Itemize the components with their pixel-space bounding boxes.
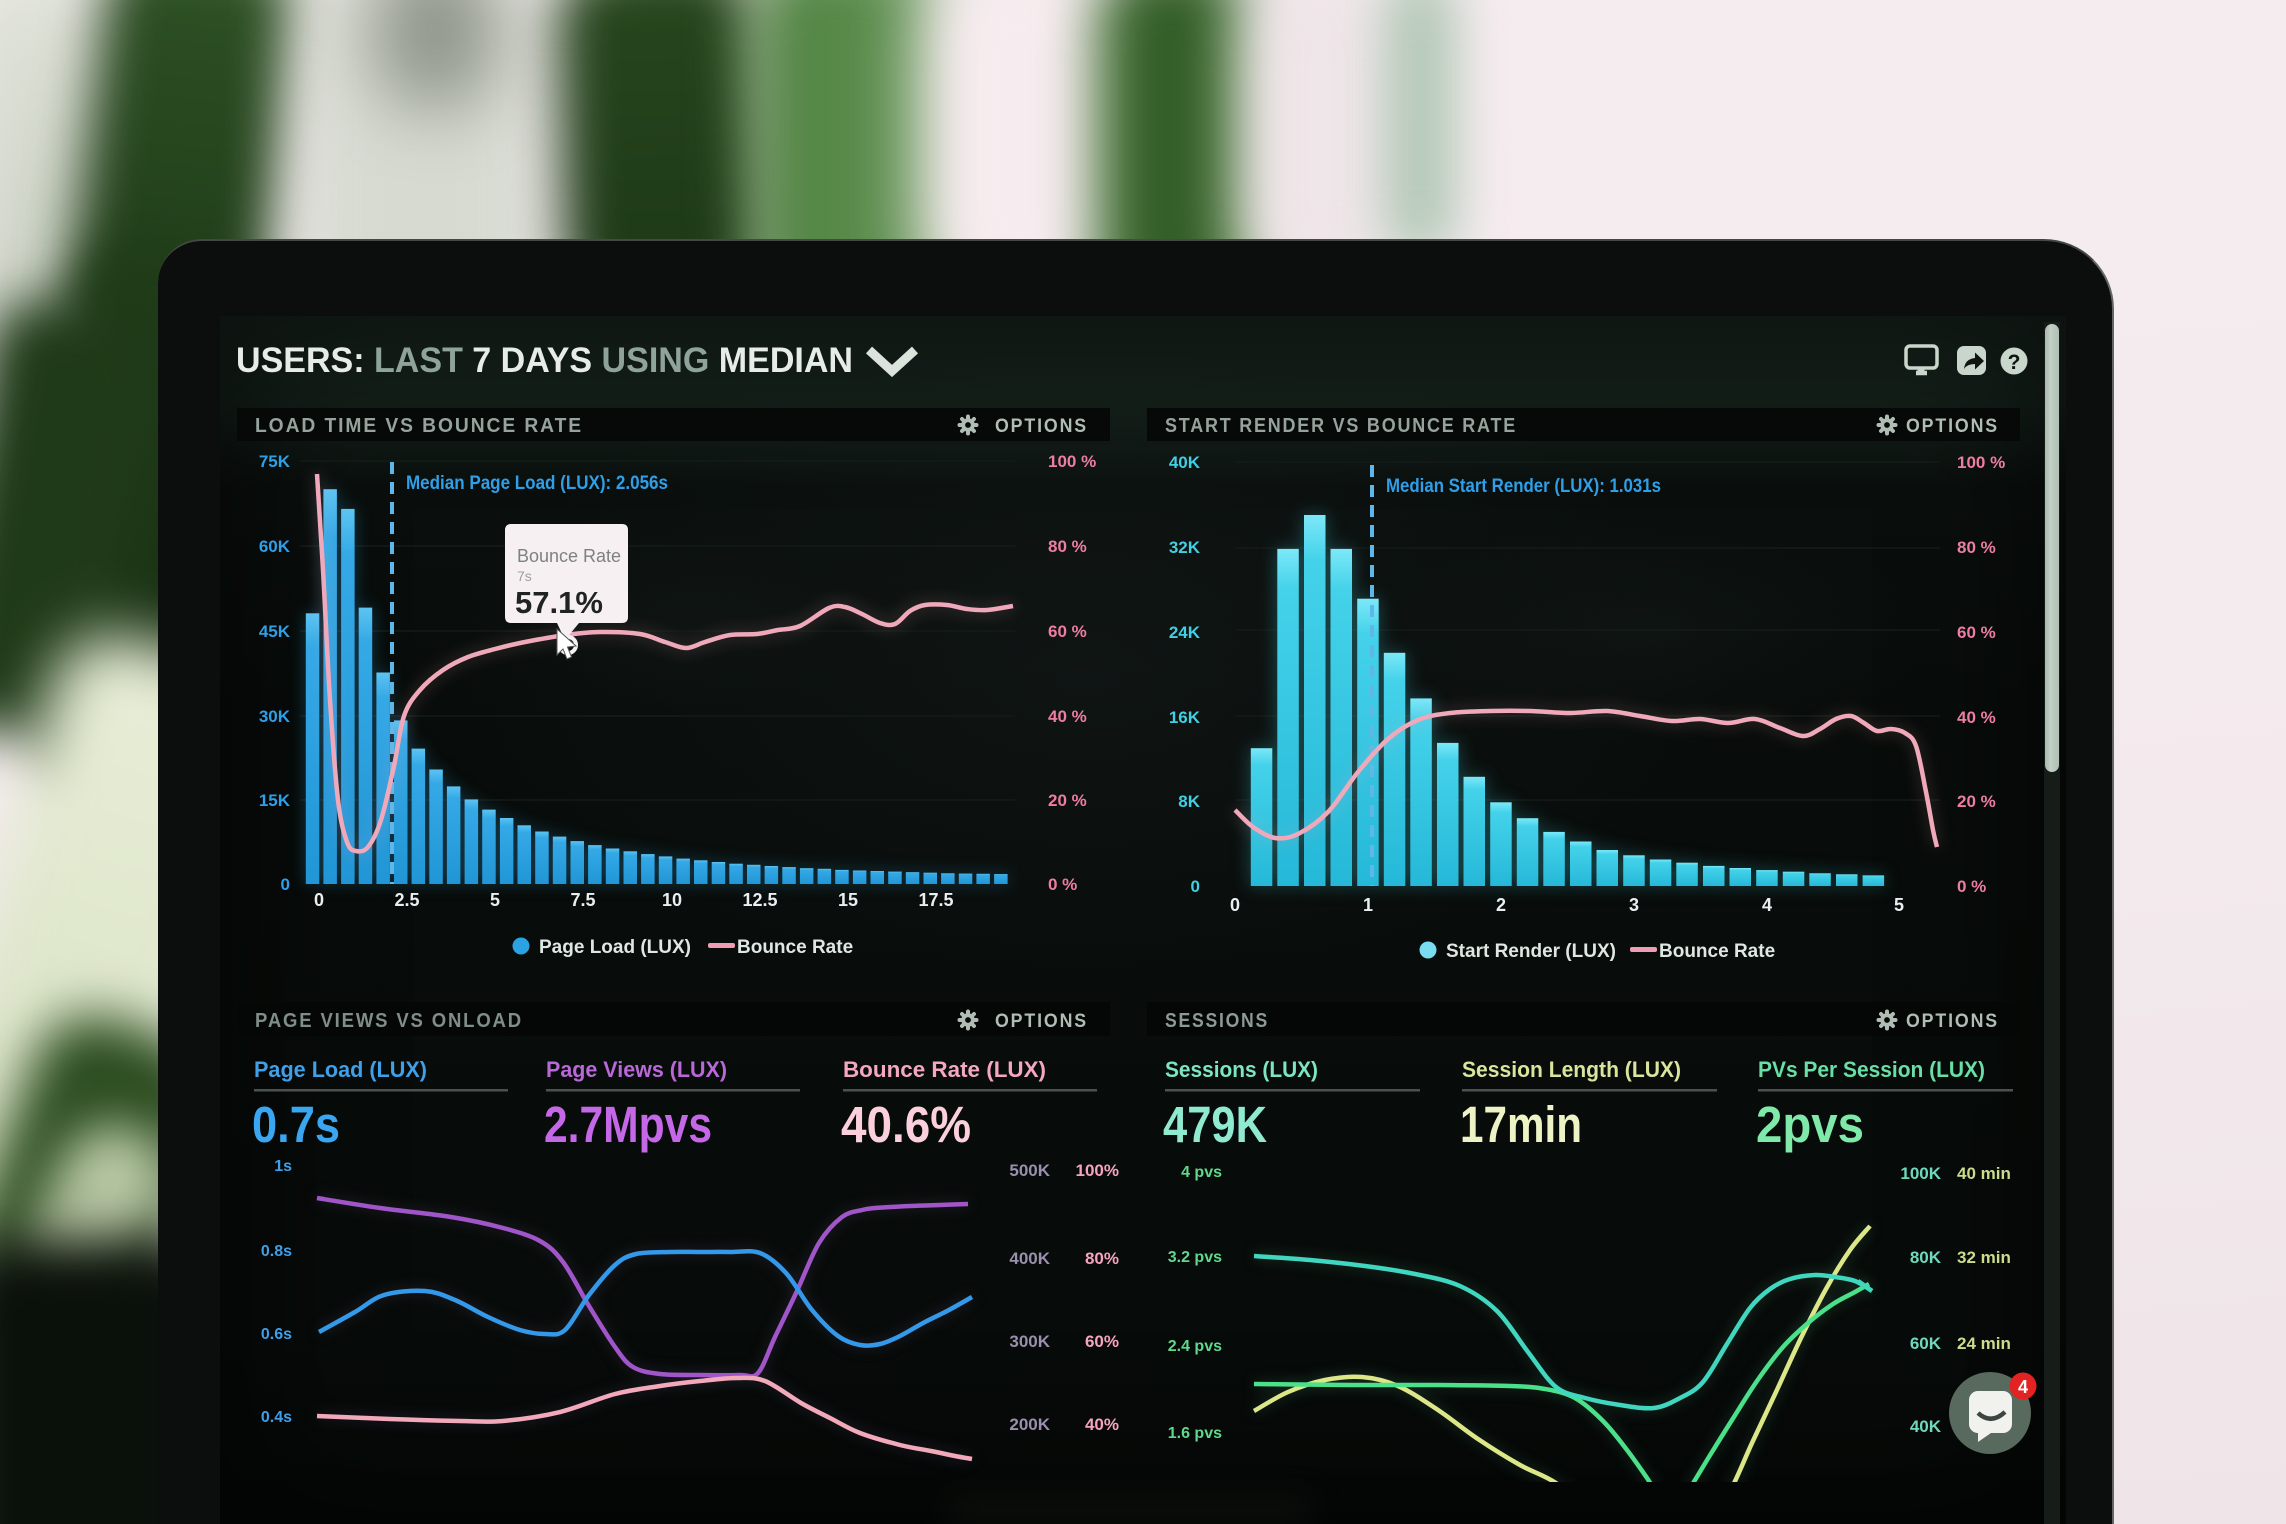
svg-text:Sessions (LUX): Sessions (LUX) [1165,1057,1318,1082]
svg-text:0: 0 [1230,895,1240,915]
svg-text:60%: 60% [1085,1332,1119,1351]
svg-text:100 %: 100 % [1048,452,1096,471]
svg-text:0.6s: 0.6s [261,1326,292,1343]
svg-text:60 %: 60 % [1957,623,1996,642]
svg-text:40.6%: 40.6% [841,1096,971,1153]
svg-text:3: 3 [1629,895,1639,915]
svg-text:300K: 300K [1009,1332,1050,1351]
svg-text:40K: 40K [1169,453,1201,472]
svg-text:2.4 pvs: 2.4 pvs [1168,1338,1222,1355]
svg-text:12.5: 12.5 [742,890,777,910]
svg-text:OPTIONS: OPTIONS [1906,1011,1999,1032]
svg-text:1s: 1s [274,1158,292,1175]
svg-text:1.6 pvs: 1.6 pvs [1168,1425,1222,1442]
svg-text:2pvs: 2pvs [1756,1096,1864,1153]
svg-text:Bounce Rate: Bounce Rate [517,546,621,566]
svg-text:Median Page Load (LUX): 2.056s: Median Page Load (LUX): 2.056s [406,473,668,494]
svg-text:200K: 200K [1009,1415,1050,1434]
svg-text:60 %: 60 % [1048,622,1087,641]
svg-text:24K: 24K [1169,623,1201,642]
svg-text:17.5: 17.5 [918,890,953,910]
svg-text:4 pvs: 4 pvs [1181,1164,1222,1181]
svg-text:16K: 16K [1169,708,1201,727]
svg-text:Bounce Rate: Bounce Rate [737,937,853,958]
svg-text:100K: 100K [1900,1164,1941,1183]
svg-text:24 min: 24 min [1957,1334,2011,1353]
svg-text:3.2 pvs: 3.2 pvs [1168,1249,1222,1266]
svg-text:Median Start Render (LUX): 1.0: Median Start Render (LUX): 1.031s [1386,476,1661,497]
svg-text:45K: 45K [259,622,291,641]
svg-text:0 %: 0 % [1957,877,1986,896]
svg-text:0: 0 [314,890,324,910]
svg-text:Session Length (LUX): Session Length (LUX) [1462,1057,1681,1082]
svg-text:Bounce Rate (LUX): Bounce Rate (LUX) [843,1057,1046,1082]
svg-text:40 min: 40 min [1957,1164,2011,1183]
svg-text:80K: 80K [1910,1248,1942,1267]
svg-text:80 %: 80 % [1048,537,1087,556]
svg-text:8K: 8K [1178,792,1200,811]
svg-text:?: ? [2008,351,2021,374]
svg-text:20 %: 20 % [1957,792,1996,811]
svg-text:USERS: LAST 7 DAYS USING MEDIA: USERS: LAST 7 DAYS USING MEDIAN [236,341,853,380]
svg-text:5: 5 [490,890,500,910]
svg-text:Bounce Rate: Bounce Rate [1659,941,1775,962]
svg-text:40 %: 40 % [1957,708,1996,727]
svg-text:40K: 40K [1910,1417,1942,1436]
svg-text:Page Load (LUX): Page Load (LUX) [539,937,691,958]
svg-text:60K: 60K [1910,1334,1942,1353]
svg-text:Start Render (LUX): Start Render (LUX) [1446,941,1616,962]
svg-text:5: 5 [1894,895,1904,915]
svg-text:500K: 500K [1009,1161,1050,1180]
svg-text:40 %: 40 % [1048,707,1087,726]
svg-text:30K: 30K [259,707,291,726]
svg-text:57.1%: 57.1% [515,585,603,620]
svg-text:17min: 17min [1460,1096,1582,1153]
svg-text:OPTIONS: OPTIONS [995,1011,1088,1032]
svg-text:4: 4 [2018,1377,2028,1397]
svg-text:PAGE VIEWS VS ONLOAD: PAGE VIEWS VS ONLOAD [255,1010,523,1032]
svg-text:2: 2 [1496,895,1506,915]
svg-text:OPTIONS: OPTIONS [1906,416,1999,437]
svg-text:SESSIONS: SESSIONS [1165,1010,1269,1032]
svg-text:0.8s: 0.8s [261,1243,292,1260]
svg-text:2.7Mpvs: 2.7Mpvs [544,1096,712,1153]
svg-text:15: 15 [838,890,858,910]
svg-text:0.7s: 0.7s [252,1096,340,1153]
svg-text:START RENDER VS BOUNCE RATE: START RENDER VS BOUNCE RATE [1165,415,1517,437]
svg-text:LOAD TIME VS BOUNCE RATE: LOAD TIME VS BOUNCE RATE [255,415,583,437]
svg-text:80%: 80% [1085,1249,1119,1268]
svg-text:0.4s: 0.4s [261,1409,292,1426]
svg-text:75K: 75K [259,452,291,471]
svg-text:4: 4 [1762,895,1772,915]
svg-text:1: 1 [1363,895,1373,915]
svg-text:479K: 479K [1163,1096,1267,1153]
svg-text:10: 10 [662,890,682,910]
svg-text:100%: 100% [1076,1161,1119,1180]
svg-text:100 %: 100 % [1957,453,2005,472]
svg-text:PVs Per Session (LUX): PVs Per Session (LUX) [1758,1057,1985,1082]
svg-text:Page Load (LUX): Page Load (LUX) [254,1057,427,1082]
svg-text:0: 0 [281,875,290,894]
svg-text:400K: 400K [1009,1249,1050,1268]
svg-text:Page Views (LUX): Page Views (LUX) [546,1057,727,1082]
svg-text:OPTIONS: OPTIONS [995,416,1088,437]
svg-text:20 %: 20 % [1048,791,1087,810]
svg-text:32K: 32K [1169,538,1201,557]
svg-text:40%: 40% [1085,1415,1119,1434]
svg-text:60K: 60K [259,537,291,556]
svg-text:32 min: 32 min [1957,1248,2011,1267]
svg-text:7s: 7s [517,568,532,584]
svg-text:15K: 15K [259,791,291,810]
svg-text:0: 0 [1191,877,1200,896]
svg-text:7.5: 7.5 [570,890,595,910]
svg-text:0 %: 0 % [1048,875,1077,894]
svg-text:80 %: 80 % [1957,538,1996,557]
svg-text:2.5: 2.5 [394,890,419,910]
